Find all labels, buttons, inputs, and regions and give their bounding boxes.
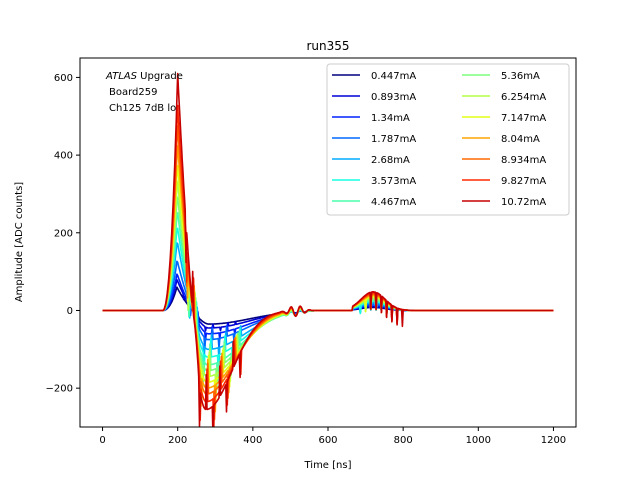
legend-label: 3.573mA <box>371 176 416 187</box>
axes-frame <box>79 57 577 428</box>
x-tick-label: 200 <box>168 435 187 446</box>
legend-label: 8.04mA <box>501 134 540 145</box>
x-tick-label: 800 <box>394 435 413 446</box>
y-tick-label: 400 <box>54 151 73 162</box>
legend-label: 0.893mA <box>371 92 416 103</box>
x-tick-label: 0 <box>99 435 105 446</box>
y-tick-label: 0 <box>67 306 73 317</box>
annotation-upgrade: Upgrade <box>137 71 183 82</box>
annotation-line3: Ch125 7dB lo <box>109 103 176 114</box>
legend: 0.447mA 0.893mA 1.34mA 1.787mA 2.68mA 3.573mA… <box>326 63 570 216</box>
legend-label: 5.36mA <box>501 71 540 82</box>
x-axis-label: Time [ns] <box>303 460 351 471</box>
x-tick-label: 1200 <box>541 435 566 446</box>
legend-label: 10.72mA <box>501 197 546 208</box>
x-tick-label: 1000 <box>466 435 491 446</box>
legend-label: 2.68mA <box>371 155 410 166</box>
y-tick-label: −200 <box>46 384 73 395</box>
legend-label: 7.147mA <box>501 113 546 124</box>
annotation-line2: Board259 <box>109 87 157 98</box>
x-tick-label: 400 <box>243 435 262 446</box>
legend-label: 0.447mA <box>371 71 416 82</box>
chart-title: run355 <box>306 39 349 53</box>
y-axis-label: Amplitude [ADC counts] <box>14 182 25 302</box>
annotation: ATLAS Upgrade Board259 Ch125 7dB lo <box>105 71 183 114</box>
y-tick-label: 600 <box>54 73 73 84</box>
series-line-10.72mA <box>102 72 554 427</box>
annotation-atlas: ATLAS <box>105 71 138 82</box>
legend-label: 1.34mA <box>371 113 410 124</box>
axis-ticks: 0 200 400 600 800 1000 1200 −200 0 200 400 600 <box>46 73 567 446</box>
legend-box <box>326 63 570 216</box>
legend-label: 8.934mA <box>501 155 546 166</box>
legend-label: 6.254mA <box>501 92 546 103</box>
legend-label: 9.827mA <box>501 176 546 187</box>
legend-label: 1.787mA <box>371 134 416 145</box>
legend-label: 4.467mA <box>371 197 416 208</box>
y-tick-label: 200 <box>54 228 73 239</box>
annotation-line1: ATLAS Upgrade <box>105 71 183 82</box>
x-tick-label: 600 <box>318 435 337 446</box>
plot-area <box>102 72 554 427</box>
